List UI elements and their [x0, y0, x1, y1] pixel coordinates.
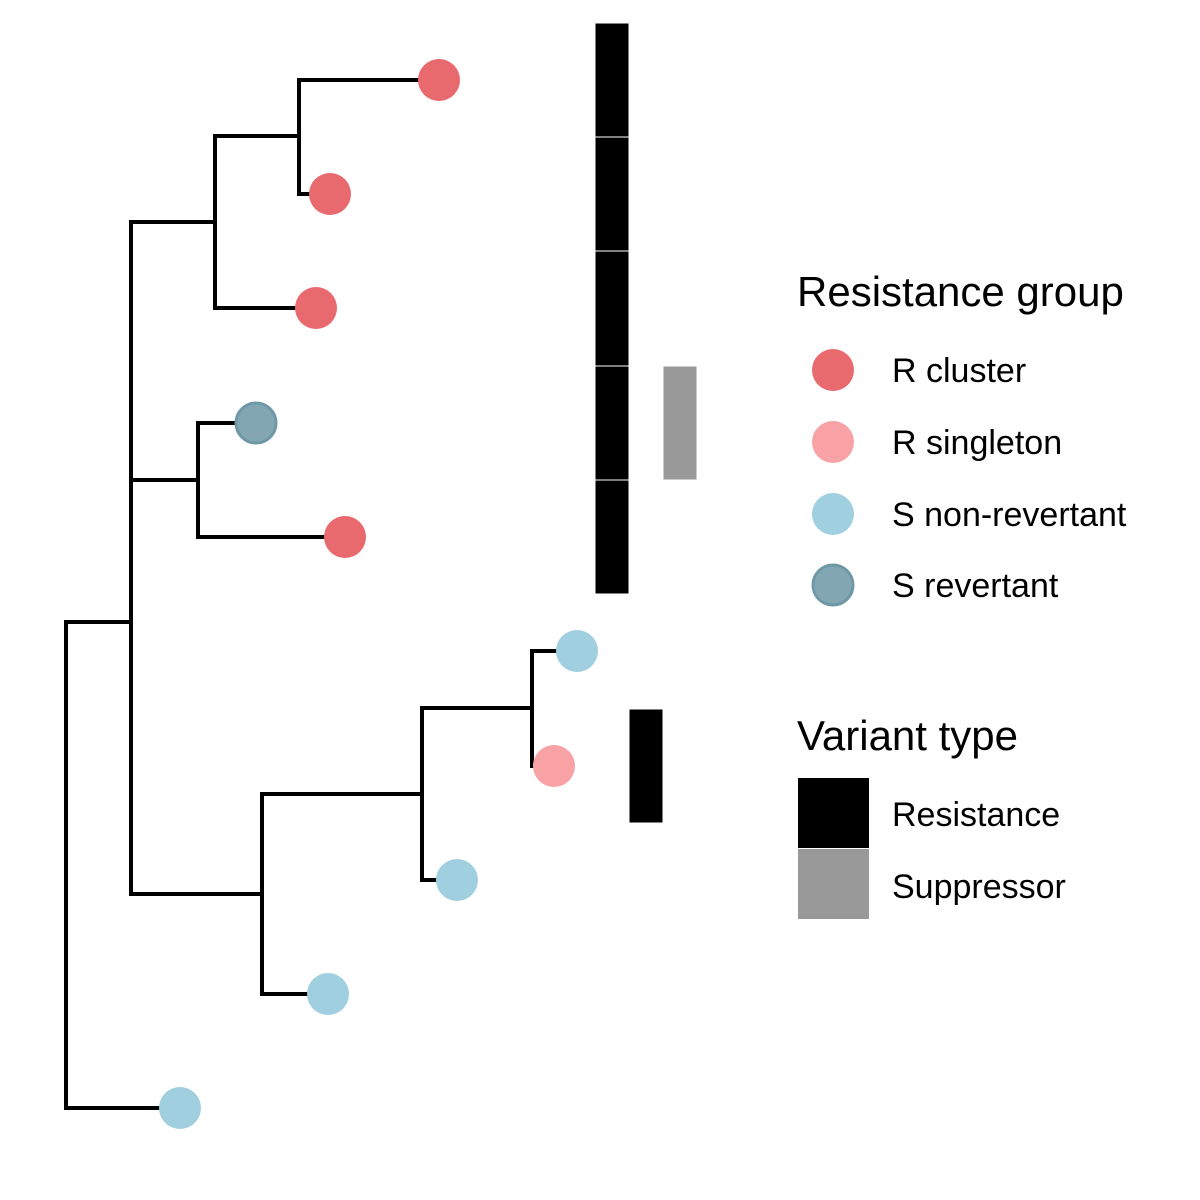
- legend-label-s-revertant: S revertant: [892, 567, 1059, 605]
- legend-key-s-revertant: [811, 563, 855, 607]
- legend-label-suppressor: Suppressor: [892, 868, 1066, 906]
- suppressor-variant-tile: [662, 365, 698, 481]
- legend-title-variant-type: Variant type: [797, 712, 1018, 759]
- tip-point: [159, 1087, 201, 1129]
- tip-point: [436, 859, 478, 901]
- tip-point: [309, 173, 351, 215]
- legend-title-resistance-group: Resistance group: [797, 268, 1124, 315]
- resistance-variant-tile: [594, 479, 630, 595]
- legend-label-resistance: Resistance: [892, 796, 1060, 834]
- tip-point: [295, 287, 337, 329]
- legend-resistance-group: Resistance group R cluster R singleton S…: [797, 268, 1127, 607]
- tip-point: [533, 745, 575, 787]
- legend-key-s-non-revertant: [812, 493, 854, 535]
- legend-label-r-cluster: R cluster: [892, 352, 1026, 390]
- resistance-variant-tile: [594, 365, 630, 481]
- tip-point: [556, 630, 598, 672]
- tip-point: [307, 973, 349, 1015]
- legend-label-r-singleton: R singleton: [892, 424, 1062, 462]
- tree-tips: [159, 59, 598, 1129]
- variant-tracks: [594, 22, 698, 824]
- legend-variant-type: Variant type Resistance Suppressor: [797, 712, 1066, 919]
- legend-key-r-cluster: [812, 349, 854, 391]
- legend-swatch-resistance: [798, 778, 869, 848]
- legend-key-r-singleton: [812, 421, 854, 463]
- tree-branches: [64, 78, 579, 1110]
- tip-point: [324, 516, 366, 558]
- resistance-variant-tile: [628, 708, 664, 824]
- resistance-variant-tile: [594, 136, 630, 252]
- legend-swatch-suppressor: [798, 849, 869, 919]
- resistance-variant-tile: [594, 250, 630, 367]
- resistance-variant-tile: [594, 22, 630, 138]
- legend-label-s-non-revertant: S non-revertant: [892, 496, 1127, 534]
- tip-point: [418, 59, 460, 101]
- tip-point: [234, 401, 278, 445]
